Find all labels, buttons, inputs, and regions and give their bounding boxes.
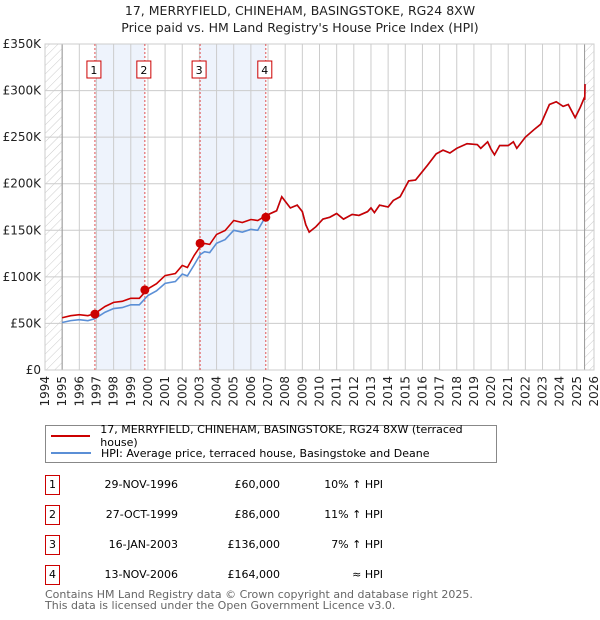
no-data-hatch <box>45 44 63 370</box>
x-tick-label: 2007 <box>261 376 275 407</box>
sale-price: £60,000 <box>234 478 281 491</box>
x-tick-label: 2023 <box>536 376 550 407</box>
sale-label-box <box>191 60 207 79</box>
chart-title: 17, MERRYFIELD, CHINEHAM, BASINGSTOKE, R… <box>124 3 476 18</box>
legend-property: 17, MERRYFIELD, CHINEHAM, BASINGSTOKE, R… <box>100 423 463 449</box>
x-tick-label: 1998 <box>107 376 121 407</box>
y-tick-label: £0 <box>26 363 41 377</box>
x-tick-label: 1995 <box>55 376 69 407</box>
x-tick-label: 1999 <box>124 376 138 407</box>
y-tick-label: £150K <box>3 223 43 237</box>
x-tick-label: 2025 <box>570 376 584 407</box>
sale-row: 3 16-JAN-2003 £136,000 7% ↑ HPI <box>45 535 465 555</box>
sale-label: 4 <box>261 64 268 77</box>
sale-date: 29-NOV-1996 <box>104 478 178 491</box>
x-tick-label: 2019 <box>467 376 481 407</box>
x-tick-label: 2001 <box>158 376 172 407</box>
sale-row: 2 27-OCT-1999 £86,000 11% ↑ HPI <box>45 505 465 525</box>
x-tick-label: 2015 <box>398 376 412 407</box>
x-tick-label: 2005 <box>227 376 241 407</box>
x-tick-label: 2011 <box>330 376 344 407</box>
sale-date: 13-NOV-2006 <box>104 568 178 581</box>
plot-frame <box>44 43 595 371</box>
x-tick-label: 2013 <box>364 376 378 407</box>
y-tick-label: £300K <box>3 84 43 98</box>
sale-label: 2 <box>140 64 147 77</box>
legend: 17, MERRYFIELD, CHINEHAM, BASINGSTOKE, R… <box>45 423 497 463</box>
sale-date: 27-OCT-1999 <box>105 508 178 521</box>
x-tick-label: 1994 <box>38 376 52 407</box>
footer-line-2: This data is licensed under the Open Gov… <box>45 599 396 612</box>
sale-marker-number: 4 <box>45 565 60 585</box>
x-tick-label: 2004 <box>210 376 224 407</box>
chart-subtitle: Price paid vs. HM Land Registry's House … <box>121 20 479 35</box>
y-tick-label: £350K <box>3 37 43 51</box>
sale-point <box>261 212 271 222</box>
sale-price: £86,000 <box>234 508 281 521</box>
sale-label-box <box>136 60 152 79</box>
x-tick-label: 2003 <box>192 376 206 407</box>
sale-hpi-compare: ≈ HPI <box>352 568 383 581</box>
x-tick-label: 2024 <box>553 376 567 407</box>
x-tick-label: 2026 <box>587 376 600 407</box>
property-line <box>61 84 586 319</box>
price-chart: £0 £50K £100K £150K £200K £250K £300K £350K 1994… <box>3 37 600 407</box>
sale-marker-number: 3 <box>45 535 60 555</box>
x-tick-label: 2017 <box>433 376 447 407</box>
sale-hpi-compare: 11% ↑ HPI <box>324 508 383 521</box>
x-tick-label: 2020 <box>484 376 498 407</box>
footer-line-1: Contains HM Land Registry data © Crown c… <box>45 588 473 601</box>
y-tick-label: £50K <box>10 316 42 330</box>
x-tick-label: 2006 <box>244 376 258 407</box>
footer: Contains HM Land Registry data © Crown c… <box>45 589 473 611</box>
y-tick-label: £250K <box>3 130 43 144</box>
shaded-period <box>200 44 266 370</box>
x-tick-label: 2010 <box>313 376 327 407</box>
property-legend-swatch <box>51 435 91 437</box>
hpi-legend-swatch <box>51 452 91 454</box>
sale-price: £164,000 <box>227 568 281 581</box>
sale-row: 1 29-NOV-1996 £60,000 10% ↑ HPI <box>45 475 465 495</box>
sale-point <box>195 238 205 248</box>
x-tick-label: 1996 <box>72 376 86 407</box>
x-tick-label: 2012 <box>347 376 361 407</box>
y-tick-label: £200K <box>3 177 43 191</box>
sale-date: 16-JAN-2003 <box>108 538 178 551</box>
x-tick-label: 2008 <box>278 376 292 407</box>
no-data-hatch <box>584 44 594 370</box>
x-tick-label: 2016 <box>415 376 429 407</box>
x-tick-label: 2002 <box>175 376 189 407</box>
x-tick-label: 2009 <box>295 376 309 407</box>
sale-label-box <box>86 60 102 79</box>
sale-hpi-compare: 7% ↑ HPI <box>331 538 383 551</box>
sale-row: 4 13-NOV-2006 £164,000 ≈ HPI <box>45 565 465 585</box>
sale-label-box <box>257 60 273 79</box>
x-tick-label: 2022 <box>518 376 532 407</box>
sale-marker-number: 1 <box>45 475 60 495</box>
sale-label: 1 <box>90 64 97 77</box>
legend-hpi: HPI: Average price, terraced house, Basi… <box>101 446 430 460</box>
sale-label: 3 <box>196 64 203 77</box>
x-tick-label: 2021 <box>501 376 515 407</box>
x-tick-label: 2014 <box>381 376 395 407</box>
x-tick-label: 2000 <box>141 376 155 407</box>
sale-hpi-compare: 10% ↑ HPI <box>324 478 383 491</box>
sale-price: £136,000 <box>227 538 281 551</box>
x-tick-label: 2018 <box>450 376 464 407</box>
shaded-period <box>94 44 145 370</box>
y-tick-label: £100K <box>3 270 43 284</box>
sale-point <box>90 309 100 319</box>
sale-marker-number: 2 <box>45 505 60 525</box>
x-tick-label: 1997 <box>89 376 103 407</box>
sale-point <box>140 285 150 295</box>
